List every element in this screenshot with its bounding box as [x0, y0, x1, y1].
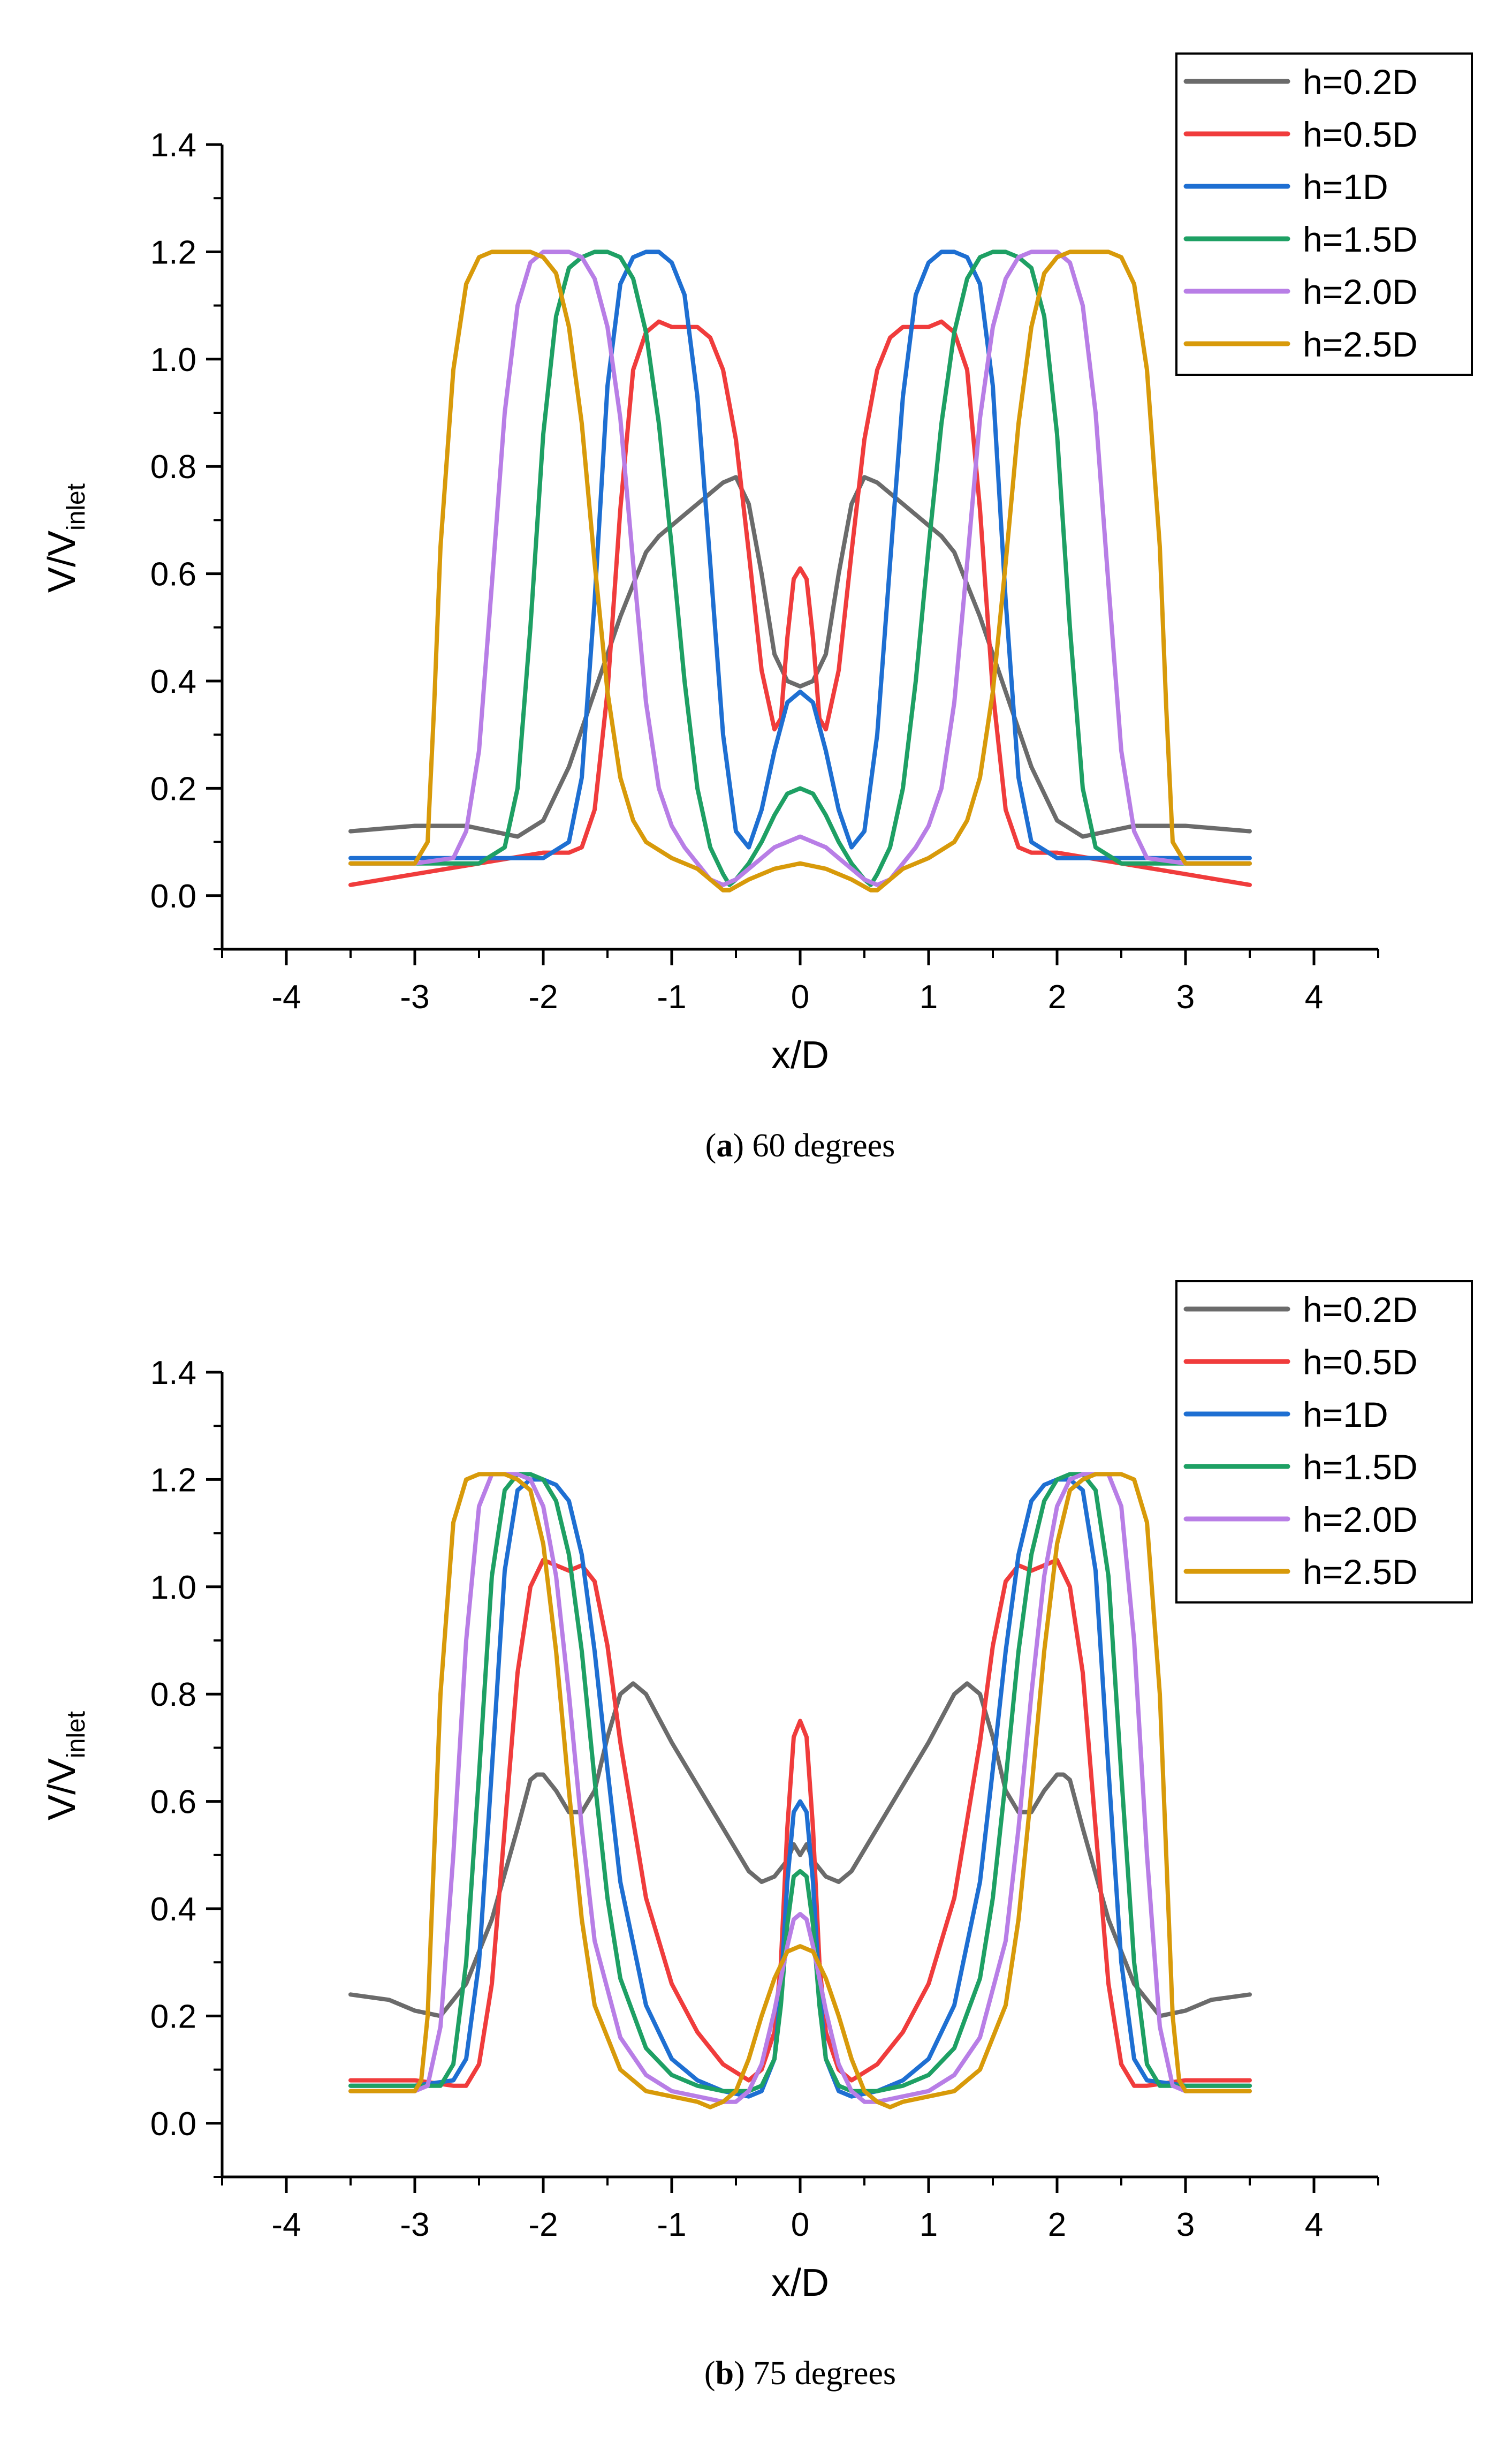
x-tick-label: 0 — [791, 2206, 809, 2243]
caption: (a) 60 degrees — [705, 1128, 895, 1164]
caption-letter: b — [716, 2355, 734, 2392]
y-tick-label: 0.0 — [150, 2106, 196, 2143]
x-tick-label: -2 — [528, 2206, 558, 2243]
y-axis-label-main: V/V — [41, 1758, 83, 1820]
series-line-h-1d — [348, 249, 1252, 860]
legend-label-h-2-5d: h=2.5D — [1303, 1552, 1418, 1592]
chart-panel-a: -4 -3 -2 -1 0 1 2 3 4 0.0 0.2 0.4 0.6 0.8 1.0 1.2 1.4 x… — [0, 0, 1512, 1228]
x-tick-label: 4 — [1305, 979, 1323, 1016]
legend: h=0.2D h=0.5D h=1D h=1.5D h=2.0D h=2.5D — [1175, 1280, 1473, 1604]
y-tick-label: 1.2 — [150, 234, 196, 271]
x-tick-label: -4 — [271, 2206, 301, 2243]
caption-paren-close: ) — [734, 2355, 753, 2392]
series-line-h-0-2d — [348, 475, 1252, 839]
chart-b: -4 -3 -2 -1 0 1 2 3 4 0.0 0.2 0.4 0.6 0.8 1.0 1.2 1.4 x… — [41, 1280, 1473, 2392]
caption-text: 60 degrees — [752, 1128, 895, 1164]
y-tick-label: 0.6 — [150, 556, 196, 593]
caption-paren-open: ( — [704, 2355, 716, 2392]
x-tick-label: -4 — [271, 979, 301, 1016]
y-tick-label: 0.4 — [150, 1891, 196, 1928]
series-line-h-2-5d — [348, 249, 1252, 893]
legend-label-h-0-5d: h=0.5D — [1303, 115, 1418, 154]
y-tick-label: 0.2 — [150, 770, 196, 807]
y-axis-label: V/Vinlet — [41, 1711, 90, 1820]
x-tick-label: 2 — [1048, 2206, 1066, 2243]
caption-letter: a — [716, 1128, 733, 1164]
x-ticks: -4 -3 -2 -1 0 1 2 3 4 — [221, 2177, 1379, 2243]
caption-paren-close: ) — [733, 1128, 752, 1164]
x-tick-label: -3 — [400, 979, 429, 1016]
y-tick-label: 0.6 — [150, 1784, 196, 1821]
y-tick-label: 0.4 — [150, 663, 196, 700]
chart-panel-b: -4 -3 -2 -1 0 1 2 3 4 0.0 0.2 0.4 0.6 0.8 1.0 1.2 1.4 x… — [0, 1228, 1512, 2455]
series-line-h-0-5d — [348, 319, 1252, 887]
series-layer — [348, 1472, 1252, 2109]
series-line-h-0-5d — [348, 1557, 1252, 2088]
caption-paren-open: ( — [705, 1128, 717, 1164]
x-ticks: -4 -3 -2 -1 0 1 2 3 4 — [221, 949, 1379, 1016]
caption: (b) 75 degrees — [704, 2355, 896, 2392]
x-tick-label: 4 — [1305, 2206, 1323, 2243]
y-tick-label: 1.2 — [150, 1462, 196, 1499]
y-tick-label: 0.8 — [150, 449, 196, 486]
y-ticks: 0.0 0.2 0.4 0.6 0.8 1.0 1.2 1.4 — [150, 127, 222, 950]
series-line-h-1d — [348, 1477, 1252, 2099]
series-layer — [348, 249, 1252, 893]
series-line-h-2-5d — [348, 1472, 1252, 2109]
legend-label-h-0-2d: h=0.2D — [1303, 1290, 1418, 1329]
chart-a: -4 -3 -2 -1 0 1 2 3 4 0.0 0.2 0.4 0.6 0.8 1.0 1.2 1.4 x… — [41, 52, 1473, 1164]
legend-label-h-1-5d: h=1.5D — [1303, 220, 1418, 259]
x-tick-label: 3 — [1176, 2206, 1195, 2243]
y-axis-label: V/Vinlet — [41, 483, 90, 593]
x-axis-label: x/D — [771, 2262, 829, 2304]
series-line-h-1-5d — [348, 1472, 1252, 2093]
x-tick-label: 1 — [920, 979, 938, 1016]
y-tick-label: 1.0 — [150, 1569, 196, 1606]
y-axis-label-subscript: inlet — [62, 1711, 90, 1758]
x-tick-label: 2 — [1048, 979, 1066, 1016]
y-tick-label: 0.8 — [150, 1676, 196, 1713]
y-tick-label: 0.2 — [150, 1998, 196, 2035]
x-tick-label: -3 — [400, 2206, 429, 2243]
x-tick-label: 3 — [1176, 979, 1195, 1016]
legend-label-h-2-5d: h=2.5D — [1303, 324, 1418, 364]
x-tick-label: 1 — [920, 2206, 938, 2243]
series-line-h-2-0d — [348, 249, 1252, 887]
x-tick-label: -2 — [528, 979, 558, 1016]
y-axis-label-subscript: inlet — [62, 483, 90, 531]
legend: h=0.2D h=0.5D h=1D h=1.5D h=2.0D h=2.5D — [1175, 52, 1473, 376]
x-tick-label: 0 — [791, 979, 809, 1016]
x-axis-label: x/D — [771, 1034, 829, 1077]
legend-box — [1175, 52, 1473, 376]
y-tick-label: 1.0 — [150, 342, 196, 379]
legend-box — [1175, 1280, 1473, 1604]
legend-label-h-0-5d: h=0.5D — [1303, 1342, 1418, 1382]
series-line-h-2-0d — [348, 1472, 1252, 2104]
y-tick-label: 0.0 — [150, 878, 196, 915]
legend-label-h-1-5d: h=1.5D — [1303, 1447, 1418, 1487]
legend-label-h-1d: h=1D — [1303, 1395, 1388, 1434]
series-line-h-0-2d — [348, 1681, 1252, 2018]
y-tick-label: 1.4 — [150, 127, 196, 164]
x-tick-label: -1 — [657, 2206, 686, 2243]
legend-label-h-2-0d: h=2.0D — [1303, 1500, 1418, 1539]
x-tick-label: -1 — [657, 979, 686, 1016]
y-tick-label: 1.4 — [150, 1355, 196, 1391]
legend-label-h-0-2d: h=0.2D — [1303, 62, 1418, 102]
caption-text: 75 degrees — [753, 2355, 896, 2392]
y-axis-label-main: V/V — [41, 531, 83, 593]
legend-label-h-1d: h=1D — [1303, 167, 1388, 207]
legend-label-h-2-0d: h=2.0D — [1303, 272, 1418, 312]
y-ticks: 0.0 0.2 0.4 0.6 0.8 1.0 1.2 1.4 — [150, 1355, 222, 2178]
